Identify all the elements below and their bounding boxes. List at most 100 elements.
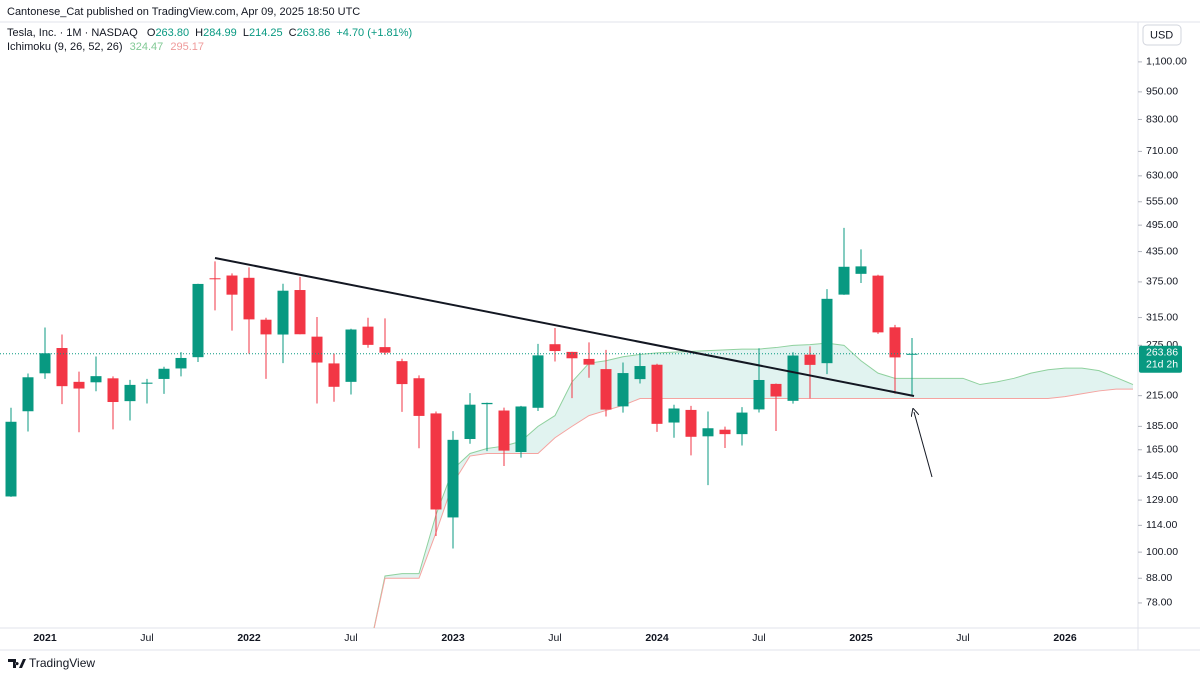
candle-body bbox=[515, 406, 527, 452]
candle-body bbox=[311, 336, 323, 363]
candle-body bbox=[226, 275, 238, 295]
candle-body bbox=[583, 358, 595, 365]
candle-body bbox=[277, 290, 289, 335]
candle-body bbox=[872, 275, 884, 333]
candle-body bbox=[39, 353, 51, 374]
indicator-name: Ichimoku (9, 26, 52, 26) bbox=[7, 41, 123, 53]
y-tick-label: 830.00 bbox=[1146, 113, 1178, 125]
candle-body bbox=[56, 348, 68, 387]
currency-box[interactable] bbox=[1142, 24, 1182, 46]
candle-body bbox=[481, 402, 493, 405]
change: +4.70 (+1.81%) bbox=[336, 27, 412, 39]
y-tick-label: 375.00 bbox=[1146, 276, 1178, 288]
candle-body bbox=[294, 290, 306, 335]
candle-body bbox=[549, 344, 561, 352]
candle-body bbox=[651, 364, 663, 424]
candle-body bbox=[804, 354, 816, 365]
candle-body bbox=[838, 266, 850, 295]
y-tick-label: 495.00 bbox=[1146, 219, 1178, 231]
ohlc-label: H bbox=[195, 27, 203, 39]
ohlc-label: O bbox=[147, 27, 156, 39]
candle-body bbox=[566, 351, 578, 359]
y-tick-label: 78.00 bbox=[1146, 597, 1172, 609]
y-tick-label: 129.00 bbox=[1146, 494, 1178, 506]
x-tick-label: 2026 bbox=[1053, 632, 1077, 644]
candle-body bbox=[22, 377, 34, 412]
candle-body bbox=[600, 369, 612, 410]
legend: Tesla, Inc. · 1M · NASDAQ O263.80 H284.9… bbox=[7, 27, 412, 39]
candle-body bbox=[175, 357, 187, 369]
candle-body bbox=[787, 355, 799, 401]
x-tick-label: 2024 bbox=[645, 632, 669, 644]
x-tick-label: Jul bbox=[956, 632, 969, 644]
y-tick-label: 185.00 bbox=[1146, 420, 1178, 432]
ohlc-value: 214.25 bbox=[249, 27, 283, 39]
candle-body bbox=[260, 319, 272, 335]
candle-body bbox=[617, 373, 629, 407]
x-tick-label: 2022 bbox=[237, 632, 261, 644]
candle-body bbox=[124, 384, 136, 402]
logo bbox=[8, 659, 26, 668]
ohlc-value: 263.80 bbox=[155, 27, 189, 39]
candle-body bbox=[685, 409, 697, 437]
publisher: Cantonese_Cat published on TradingView.c… bbox=[7, 6, 360, 18]
candle-body bbox=[413, 378, 425, 416]
candle-body bbox=[73, 381, 85, 389]
cloud-span-a bbox=[373, 342, 1134, 628]
x-tick-label: 2023 bbox=[441, 632, 465, 644]
candle-body bbox=[736, 412, 748, 435]
y-tick-label: 710.00 bbox=[1146, 145, 1178, 157]
candle-body bbox=[345, 329, 357, 382]
x-tick-label: Jul bbox=[140, 632, 153, 644]
arrow bbox=[914, 412, 933, 478]
candle-body bbox=[719, 429, 731, 435]
price-label-box bbox=[1139, 345, 1182, 373]
candle-body bbox=[464, 404, 476, 440]
candle-body bbox=[141, 382, 153, 384]
x-tick-label: Jul bbox=[548, 632, 561, 644]
candle-body bbox=[379, 347, 391, 353]
candle-body bbox=[889, 327, 901, 358]
y-tick-label: 215.00 bbox=[1146, 389, 1178, 401]
footer-brand: TradingView bbox=[29, 656, 95, 670]
x-tick-label: Jul bbox=[752, 632, 765, 644]
x-tick-label: 2021 bbox=[33, 632, 57, 644]
y-tick-label: 435.00 bbox=[1146, 245, 1178, 257]
candle-body bbox=[498, 410, 510, 451]
y-tick-label: 1,100.00 bbox=[1146, 56, 1187, 68]
candle-body bbox=[430, 413, 442, 510]
indicator-value: 295.17 bbox=[170, 41, 204, 53]
candle-body bbox=[668, 408, 680, 423]
y-tick-label: 100.00 bbox=[1146, 546, 1178, 558]
candle-body bbox=[107, 378, 119, 403]
x-tick-label: 2025 bbox=[849, 632, 873, 644]
candle-body bbox=[634, 366, 646, 380]
trendline bbox=[214, 257, 915, 397]
axes: 1,100.00 950.00 830.00 710.00 630.00 555.00 49… bbox=[33, 56, 1187, 644]
y-tick-label: 950.00 bbox=[1146, 86, 1178, 98]
currency[interactable]: USD bbox=[1150, 29, 1173, 41]
candle-body bbox=[192, 283, 204, 358]
y-tick-label: 630.00 bbox=[1146, 170, 1178, 182]
cloud-span-b bbox=[373, 388, 1133, 628]
symbol: Tesla, Inc. · 1M · NASDAQ bbox=[7, 27, 138, 39]
candle-body bbox=[770, 383, 782, 397]
cloud-fill bbox=[374, 343, 1133, 628]
ohlc-value: 284.99 bbox=[203, 27, 237, 39]
candle-body bbox=[855, 266, 867, 274]
candle-body bbox=[5, 421, 17, 497]
y-tick-label: 88.00 bbox=[1146, 572, 1172, 584]
candle-body bbox=[209, 278, 221, 280]
countdown: 21d 2h bbox=[1146, 359, 1178, 371]
candle-body bbox=[821, 298, 833, 364]
candle-body bbox=[90, 376, 102, 383]
candle-body bbox=[362, 326, 374, 345]
y-tick-label: 555.00 bbox=[1146, 196, 1178, 208]
plot bbox=[0, 227, 1138, 628]
y-tick-label: 165.00 bbox=[1146, 444, 1178, 456]
candle-body bbox=[447, 439, 459, 518]
y-tick-label: 315.00 bbox=[1146, 311, 1178, 323]
candle-body bbox=[158, 368, 170, 379]
